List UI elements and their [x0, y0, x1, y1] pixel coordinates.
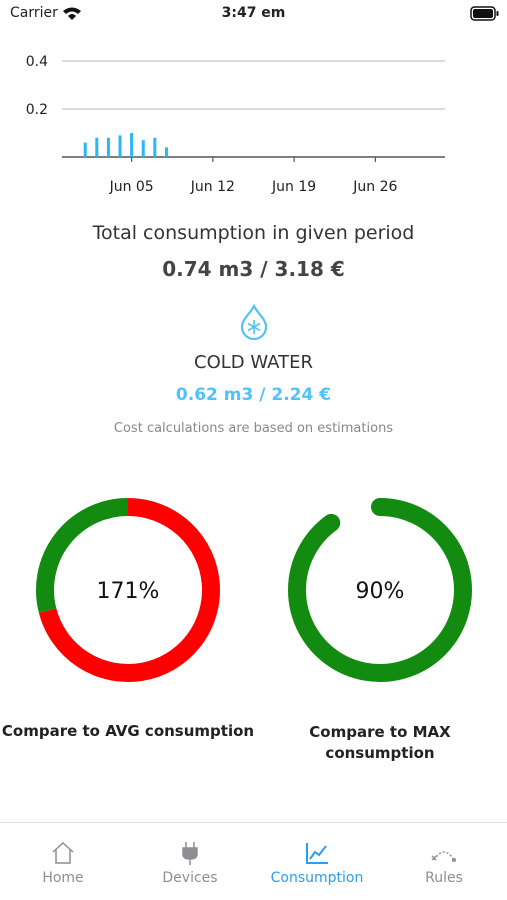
- bar: [95, 137, 99, 157]
- gauge-value-label: 171%: [97, 579, 160, 604]
- y-tick-label: 0.4: [26, 54, 48, 70]
- bar: [130, 133, 134, 157]
- clock: 3:47 em: [221, 5, 286, 21]
- battery-icon: [470, 6, 499, 21]
- bar: [118, 135, 122, 157]
- gauge-arc: [288, 498, 472, 682]
- wifi-icon: [63, 7, 81, 20]
- x-tick-label: Jun 26: [352, 179, 397, 195]
- cold-water-icon: [240, 304, 268, 340]
- summary-title: Total consumption in given period: [92, 222, 415, 244]
- rules-icon: [431, 851, 456, 862]
- tab-label: Rules: [425, 870, 463, 886]
- bar: [106, 137, 110, 157]
- home-icon: [52, 841, 74, 864]
- tab-label: Consumption: [270, 870, 364, 886]
- chart-icon: [306, 843, 328, 864]
- tab-rules[interactable]: Rules: [381, 840, 507, 886]
- tab-bar-divider: [0, 822, 507, 823]
- gauge-caption: Compare to AVG consumption: [1, 722, 255, 740]
- consumption-chart: 0.2 0.4 Jun 05 Jun 12 Jun 19 Jun 26: [26, 54, 445, 195]
- gauge-value-label: 90%: [356, 579, 405, 604]
- bar: [83, 142, 87, 157]
- plug-icon: [182, 842, 198, 865]
- gauge-caption: Compare to MAX consumption: [309, 723, 451, 762]
- tab-label: Devices: [162, 870, 218, 886]
- utility-total: 0.62 m3 / 2.24 €: [175, 385, 332, 405]
- gauge-rest: [36, 498, 129, 613]
- x-tick-label: Jun 05: [109, 179, 154, 195]
- bar: [164, 147, 168, 157]
- estimation-note: Cost calculations are based on estimatio…: [113, 421, 394, 436]
- x-tick-label: Jun 19: [271, 179, 316, 195]
- x-tick-label: Jun 12: [190, 179, 235, 195]
- carrier: Carrier: [10, 5, 58, 21]
- summary-total: 0.74 m3 / 3.18 €: [162, 257, 345, 281]
- tab-home[interactable]: Home: [0, 840, 126, 886]
- y-tick-label: 0.2: [26, 102, 48, 118]
- gauge-arc: [38, 498, 220, 682]
- bar: [153, 137, 157, 157]
- bar: [141, 140, 145, 157]
- tab-devices[interactable]: Devices: [127, 840, 253, 886]
- tab-label: Home: [42, 870, 84, 886]
- utility-name: COLD WATER: [194, 352, 313, 373]
- gauges: 171% 90%: [36, 498, 472, 682]
- tab-consumption[interactable]: Consumption: [254, 840, 380, 886]
